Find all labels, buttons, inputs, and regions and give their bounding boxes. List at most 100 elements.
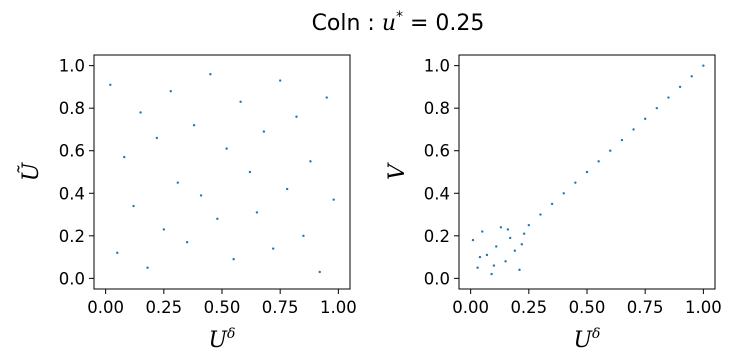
x-tick-label: 0.25 bbox=[510, 298, 547, 317]
scatter-point bbox=[318, 270, 321, 274]
scatter-point bbox=[513, 249, 517, 252]
left-plot-frame bbox=[93, 54, 351, 290]
scatter-point bbox=[476, 266, 479, 269]
scatter-point bbox=[485, 253, 489, 257]
y-tick-label: 0.0 bbox=[59, 269, 85, 288]
figure-title-prefix: Coln : bbox=[312, 11, 382, 36]
scatter-point bbox=[620, 138, 624, 142]
y-tick-label: 0.6 bbox=[424, 142, 450, 161]
scatter-point bbox=[609, 149, 612, 152]
y-tick-label: 0.4 bbox=[424, 184, 450, 203]
scatter-point bbox=[597, 160, 600, 163]
scatter-point bbox=[518, 268, 521, 272]
scatter-point bbox=[690, 75, 693, 78]
scatter-point bbox=[471, 238, 475, 242]
scatter-point bbox=[199, 194, 203, 197]
scatter-point bbox=[499, 226, 503, 229]
scatter-point bbox=[285, 187, 289, 191]
scatter-point bbox=[332, 198, 335, 201]
x-tick-label: 0.75 bbox=[262, 298, 299, 317]
scatter-point bbox=[132, 204, 135, 208]
scatter-point bbox=[574, 181, 577, 184]
scatter-point bbox=[527, 223, 531, 227]
y-tick-label: 1.0 bbox=[59, 57, 85, 76]
scatter-point bbox=[585, 170, 589, 174]
left-x-axis-label: Uδ bbox=[209, 326, 236, 353]
right-scatter-points bbox=[471, 64, 705, 276]
right-y-axis-label: V bbox=[385, 162, 410, 180]
scatter-point bbox=[667, 96, 670, 99]
left-y-axis-label: Ũ bbox=[16, 161, 44, 181]
left-y-ticks: 0.0 0.2 0.4 0.6 0.8 1.0 bbox=[59, 57, 94, 288]
x-tick-label: 1.00 bbox=[685, 298, 722, 317]
right-y-ticks: 0.0 0.2 0.4 0.6 0.8 1.0 bbox=[424, 57, 459, 288]
scatter-point bbox=[295, 115, 298, 118]
x-tick-label: 0.75 bbox=[627, 298, 664, 317]
scatter-point bbox=[509, 236, 512, 240]
x-tick-label: 0.25 bbox=[145, 298, 182, 317]
scatter-point bbox=[495, 245, 498, 248]
scatter-point bbox=[109, 83, 112, 86]
scatter-point bbox=[192, 124, 196, 127]
scatter-point bbox=[481, 230, 484, 233]
right-x-axis-label-text: U bbox=[574, 328, 594, 353]
scatter-point bbox=[176, 181, 179, 184]
x-tick-label: 0.00 bbox=[452, 298, 489, 317]
y-tick-label: 0.2 bbox=[424, 227, 450, 246]
y-tick-label: 1.0 bbox=[424, 57, 450, 76]
figure-title: Coln : u* = 0.25 bbox=[312, 9, 485, 36]
scatter-point bbox=[123, 155, 126, 159]
scatter-point bbox=[209, 72, 212, 76]
scatter-point bbox=[492, 264, 496, 267]
scatter-point bbox=[248, 170, 252, 174]
scatter-point bbox=[520, 243, 524, 246]
scatter-point bbox=[302, 234, 305, 238]
right-panel: 0.00 0.25 0.50 0.75 1.00 0.00.20.40.60.81.0 … bbox=[385, 54, 722, 353]
scatter-point bbox=[185, 241, 189, 244]
scatter-point bbox=[632, 128, 635, 131]
left-panel: 0.00 0.25 0.50 0.75 1.00 0.00.20.40.60.81.0 … bbox=[16, 54, 357, 353]
scatter-point bbox=[678, 85, 682, 89]
left-x-ticks: 0.00 0.25 0.50 0.75 1.00 bbox=[87, 289, 357, 317]
left-x-axis-label-text: U bbox=[209, 328, 229, 353]
right-x-axis-label-sup: δ bbox=[592, 326, 600, 342]
scatter-point bbox=[139, 111, 142, 114]
x-tick-label: 1.00 bbox=[320, 298, 357, 317]
scatter-point bbox=[325, 96, 328, 99]
x-tick-label: 0.50 bbox=[569, 298, 606, 317]
scatter-point bbox=[539, 213, 542, 216]
scatter-point bbox=[239, 100, 242, 104]
y-tick-label: 0.6 bbox=[59, 142, 85, 161]
x-tick-label: 0.50 bbox=[204, 298, 241, 317]
scatter-point bbox=[643, 117, 647, 121]
scatter-point bbox=[216, 217, 219, 220]
scatter-point bbox=[225, 147, 228, 150]
scatter-point bbox=[272, 247, 275, 250]
scatter-point bbox=[522, 232, 526, 235]
scatter-point bbox=[655, 106, 659, 110]
y-tick-label: 0.2 bbox=[59, 227, 85, 246]
scatter-point bbox=[550, 202, 554, 206]
scatter-point bbox=[255, 211, 259, 214]
y-tick-label: 0.8 bbox=[424, 99, 450, 118]
y-tick-label: 0.4 bbox=[59, 184, 85, 203]
y-tick-label: 0.0 bbox=[424, 269, 450, 288]
figure-title-var: u bbox=[382, 11, 396, 36]
scatter-point bbox=[478, 255, 482, 259]
scatter-point bbox=[116, 251, 119, 255]
right-x-ticks: 0.00 0.25 0.50 0.75 1.00 bbox=[452, 289, 722, 317]
scatter-point bbox=[262, 130, 266, 133]
scatter-point bbox=[504, 260, 507, 263]
figure-title-sup: * bbox=[396, 9, 403, 25]
scatter-point bbox=[490, 272, 493, 276]
scatter-point bbox=[562, 192, 565, 195]
scatter-point bbox=[169, 89, 172, 93]
y-tick-label: 0.8 bbox=[59, 99, 85, 118]
scatter-point bbox=[232, 258, 235, 261]
scatter-point bbox=[309, 160, 312, 163]
x-tick-label: 0.00 bbox=[87, 298, 124, 317]
scatter-point bbox=[162, 228, 166, 231]
scatter-point bbox=[278, 79, 282, 82]
left-scatter-points bbox=[109, 72, 335, 274]
